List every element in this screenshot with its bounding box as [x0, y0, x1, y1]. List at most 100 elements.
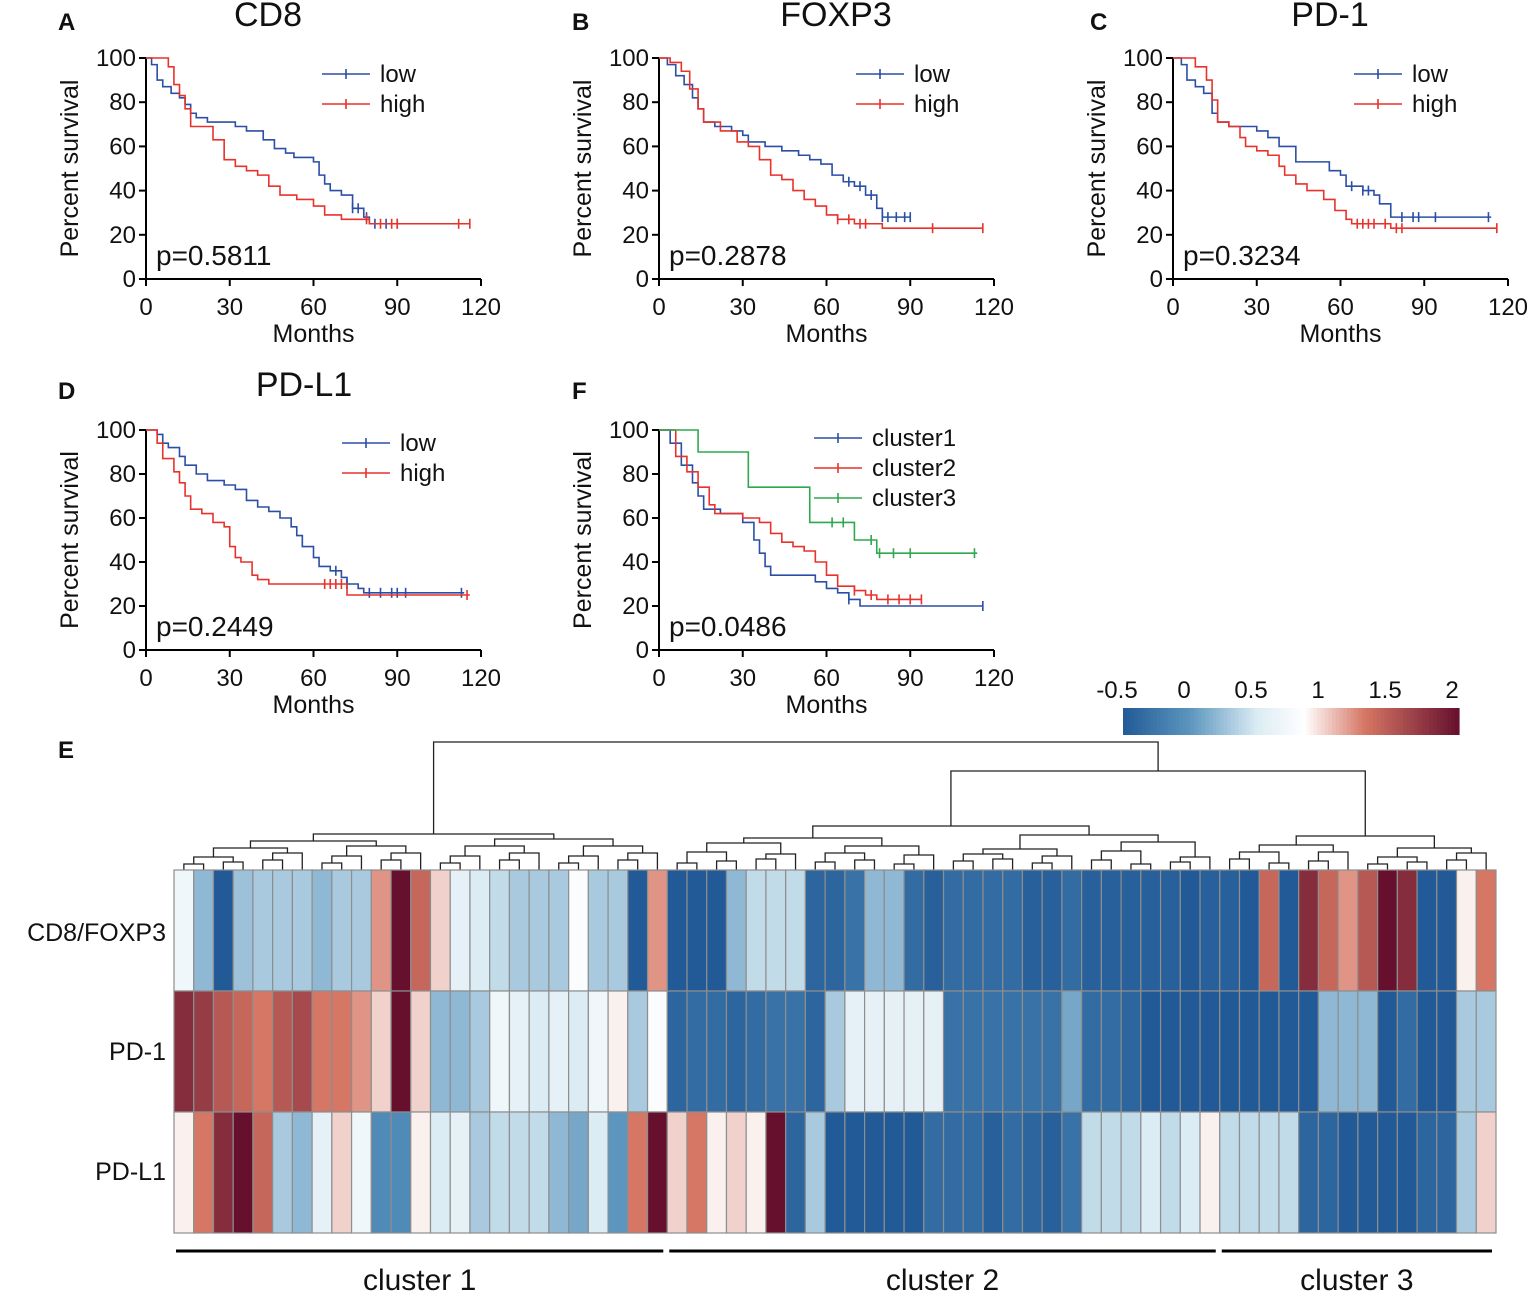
- heatmap-cell: [607, 1111, 629, 1234]
- legend-label-high: high: [400, 460, 445, 487]
- colorbar-segment: [1193, 708, 1199, 735]
- y-tick-label: 40: [109, 549, 136, 576]
- panel-letter-d: D: [58, 378, 75, 405]
- heatmap-cell: [1475, 869, 1497, 992]
- heatmap-cell: [1219, 869, 1241, 992]
- colorbar-segment: [1406, 708, 1412, 735]
- y-tick-label: 0: [123, 266, 136, 293]
- dendrogram-branch: [1406, 861, 1428, 870]
- heatmap-cell: [390, 990, 412, 1113]
- heatmap-cell: [1317, 869, 1339, 992]
- heatmap-cell: [1475, 1111, 1497, 1234]
- heatmap-cell: [666, 869, 688, 992]
- heatmap-row-label-pd1: PD-1: [109, 1038, 166, 1066]
- colorbar-tick-label: 1.5: [1368, 677, 1401, 704]
- heatmap-cell: [1199, 869, 1221, 992]
- heatmap-cell: [1199, 990, 1221, 1113]
- dendrogram-branch: [464, 845, 525, 856]
- colorbar-segment: [1354, 708, 1359, 735]
- heatmap-cell: [410, 869, 432, 992]
- heatmap-cell: [429, 869, 451, 992]
- p-value-label: p=0.3234: [1183, 240, 1301, 271]
- colorbar-segment: [1261, 708, 1266, 735]
- dendrogram-branch: [676, 862, 698, 870]
- colorbar-segment: [1231, 708, 1236, 735]
- heatmap-cell: [1081, 869, 1102, 992]
- chart-title-cd8: CD8: [234, 0, 302, 34]
- colorbar-segment: [1141, 708, 1146, 735]
- heatmap-cell: [1238, 990, 1260, 1113]
- colorbar-segment: [1190, 708, 1195, 735]
- y-tick-label: 20: [109, 593, 136, 620]
- colorbar-segment: [1283, 708, 1288, 735]
- colorbar-segment: [1205, 708, 1210, 735]
- x-tick-label: 120: [461, 665, 501, 692]
- heatmap-cell: [311, 1111, 333, 1234]
- x-tick-label: 0: [652, 665, 665, 692]
- x-tick-label: 60: [300, 665, 327, 692]
- colorbar-segment: [1268, 708, 1273, 735]
- km-plot-clusters: 0 20 40 60 80 100 0 30 60 90 120 Months Percent surv…: [569, 417, 1014, 719]
- heatmap-cell: [942, 1111, 964, 1234]
- heatmap-cell: [350, 869, 372, 992]
- heatmap-cell: [508, 990, 530, 1113]
- dendrogram-branch: [1258, 844, 1334, 852]
- heatmap-cell: [1455, 869, 1477, 992]
- x-axis-label: Months: [786, 320, 868, 348]
- x-tick-label: 60: [300, 294, 327, 321]
- heatmap-cell: [686, 869, 708, 992]
- legend-label-high: high: [914, 91, 959, 118]
- y-tick-label: 60: [622, 133, 649, 160]
- colorbar-segment: [1410, 708, 1415, 735]
- x-tick-label: 0: [1166, 294, 1179, 321]
- heatmap-cell: [232, 869, 254, 992]
- heatmap-cell: [1455, 1111, 1477, 1234]
- heatmap-cell: [1179, 990, 1201, 1113]
- colorbar-segment: [1317, 708, 1322, 735]
- heatmap-cell: [528, 1111, 550, 1234]
- legend-label-cluster3: cluster3: [872, 485, 956, 512]
- heatmap-cell: [1159, 990, 1181, 1113]
- x-tick-label: 60: [813, 665, 840, 692]
- heatmap-cell: [903, 1111, 925, 1234]
- x-axis-label: Months: [273, 691, 355, 719]
- x-tick-label: 30: [216, 294, 243, 321]
- heatmap-cell: [1081, 990, 1102, 1113]
- dendrogram-branch: [390, 852, 422, 870]
- colorbar-segment: [1455, 708, 1460, 735]
- heatmap-cell: [903, 990, 925, 1113]
- heatmap-cell: [706, 869, 728, 992]
- heatmap-cell: [1298, 869, 1320, 992]
- heatmap-cell: [982, 1111, 1004, 1234]
- dendrogram-branch: [183, 863, 205, 870]
- heatmap-cell: [844, 990, 866, 1113]
- x-tick-label: 30: [1243, 294, 1270, 321]
- heatmap-cell: [1416, 990, 1438, 1113]
- colorbar-segment: [1324, 708, 1329, 735]
- colorbar-tick-label: 0.5: [1234, 677, 1267, 704]
- heatmap-cell: [350, 1111, 372, 1234]
- y-axis-label: Percent survival: [569, 80, 597, 258]
- heatmap-cell: [1317, 1111, 1339, 1234]
- x-tick-label: 120: [974, 294, 1014, 321]
- colorbar-tick-label: 1: [1311, 677, 1324, 704]
- heatmap-cell: [212, 869, 234, 992]
- dendrogram-branch: [345, 845, 407, 856]
- heatmap-cell: [1199, 1111, 1221, 1234]
- dendrogram-branch: [982, 848, 1058, 856]
- dendrogram-branch: [1120, 841, 1196, 857]
- legend-label-low: low: [1412, 61, 1449, 88]
- colorbar-segment: [1376, 708, 1382, 735]
- survival-curve-cluster1: [659, 429, 983, 607]
- heatmap-cell: [252, 1111, 274, 1234]
- heatmap-cell: [193, 869, 215, 992]
- heatmap-cell: [587, 869, 609, 992]
- heatmap-cell: [1396, 869, 1418, 992]
- heatmap-cell: [1041, 1111, 1063, 1234]
- heatmap-cell: [745, 869, 767, 992]
- heatmap-cell: [1219, 1111, 1241, 1234]
- colorbar-segment: [1414, 708, 1419, 735]
- x-tick-label: 120: [974, 665, 1014, 692]
- heatmap-cell: [1377, 869, 1398, 992]
- colorbar-segment: [1358, 708, 1363, 735]
